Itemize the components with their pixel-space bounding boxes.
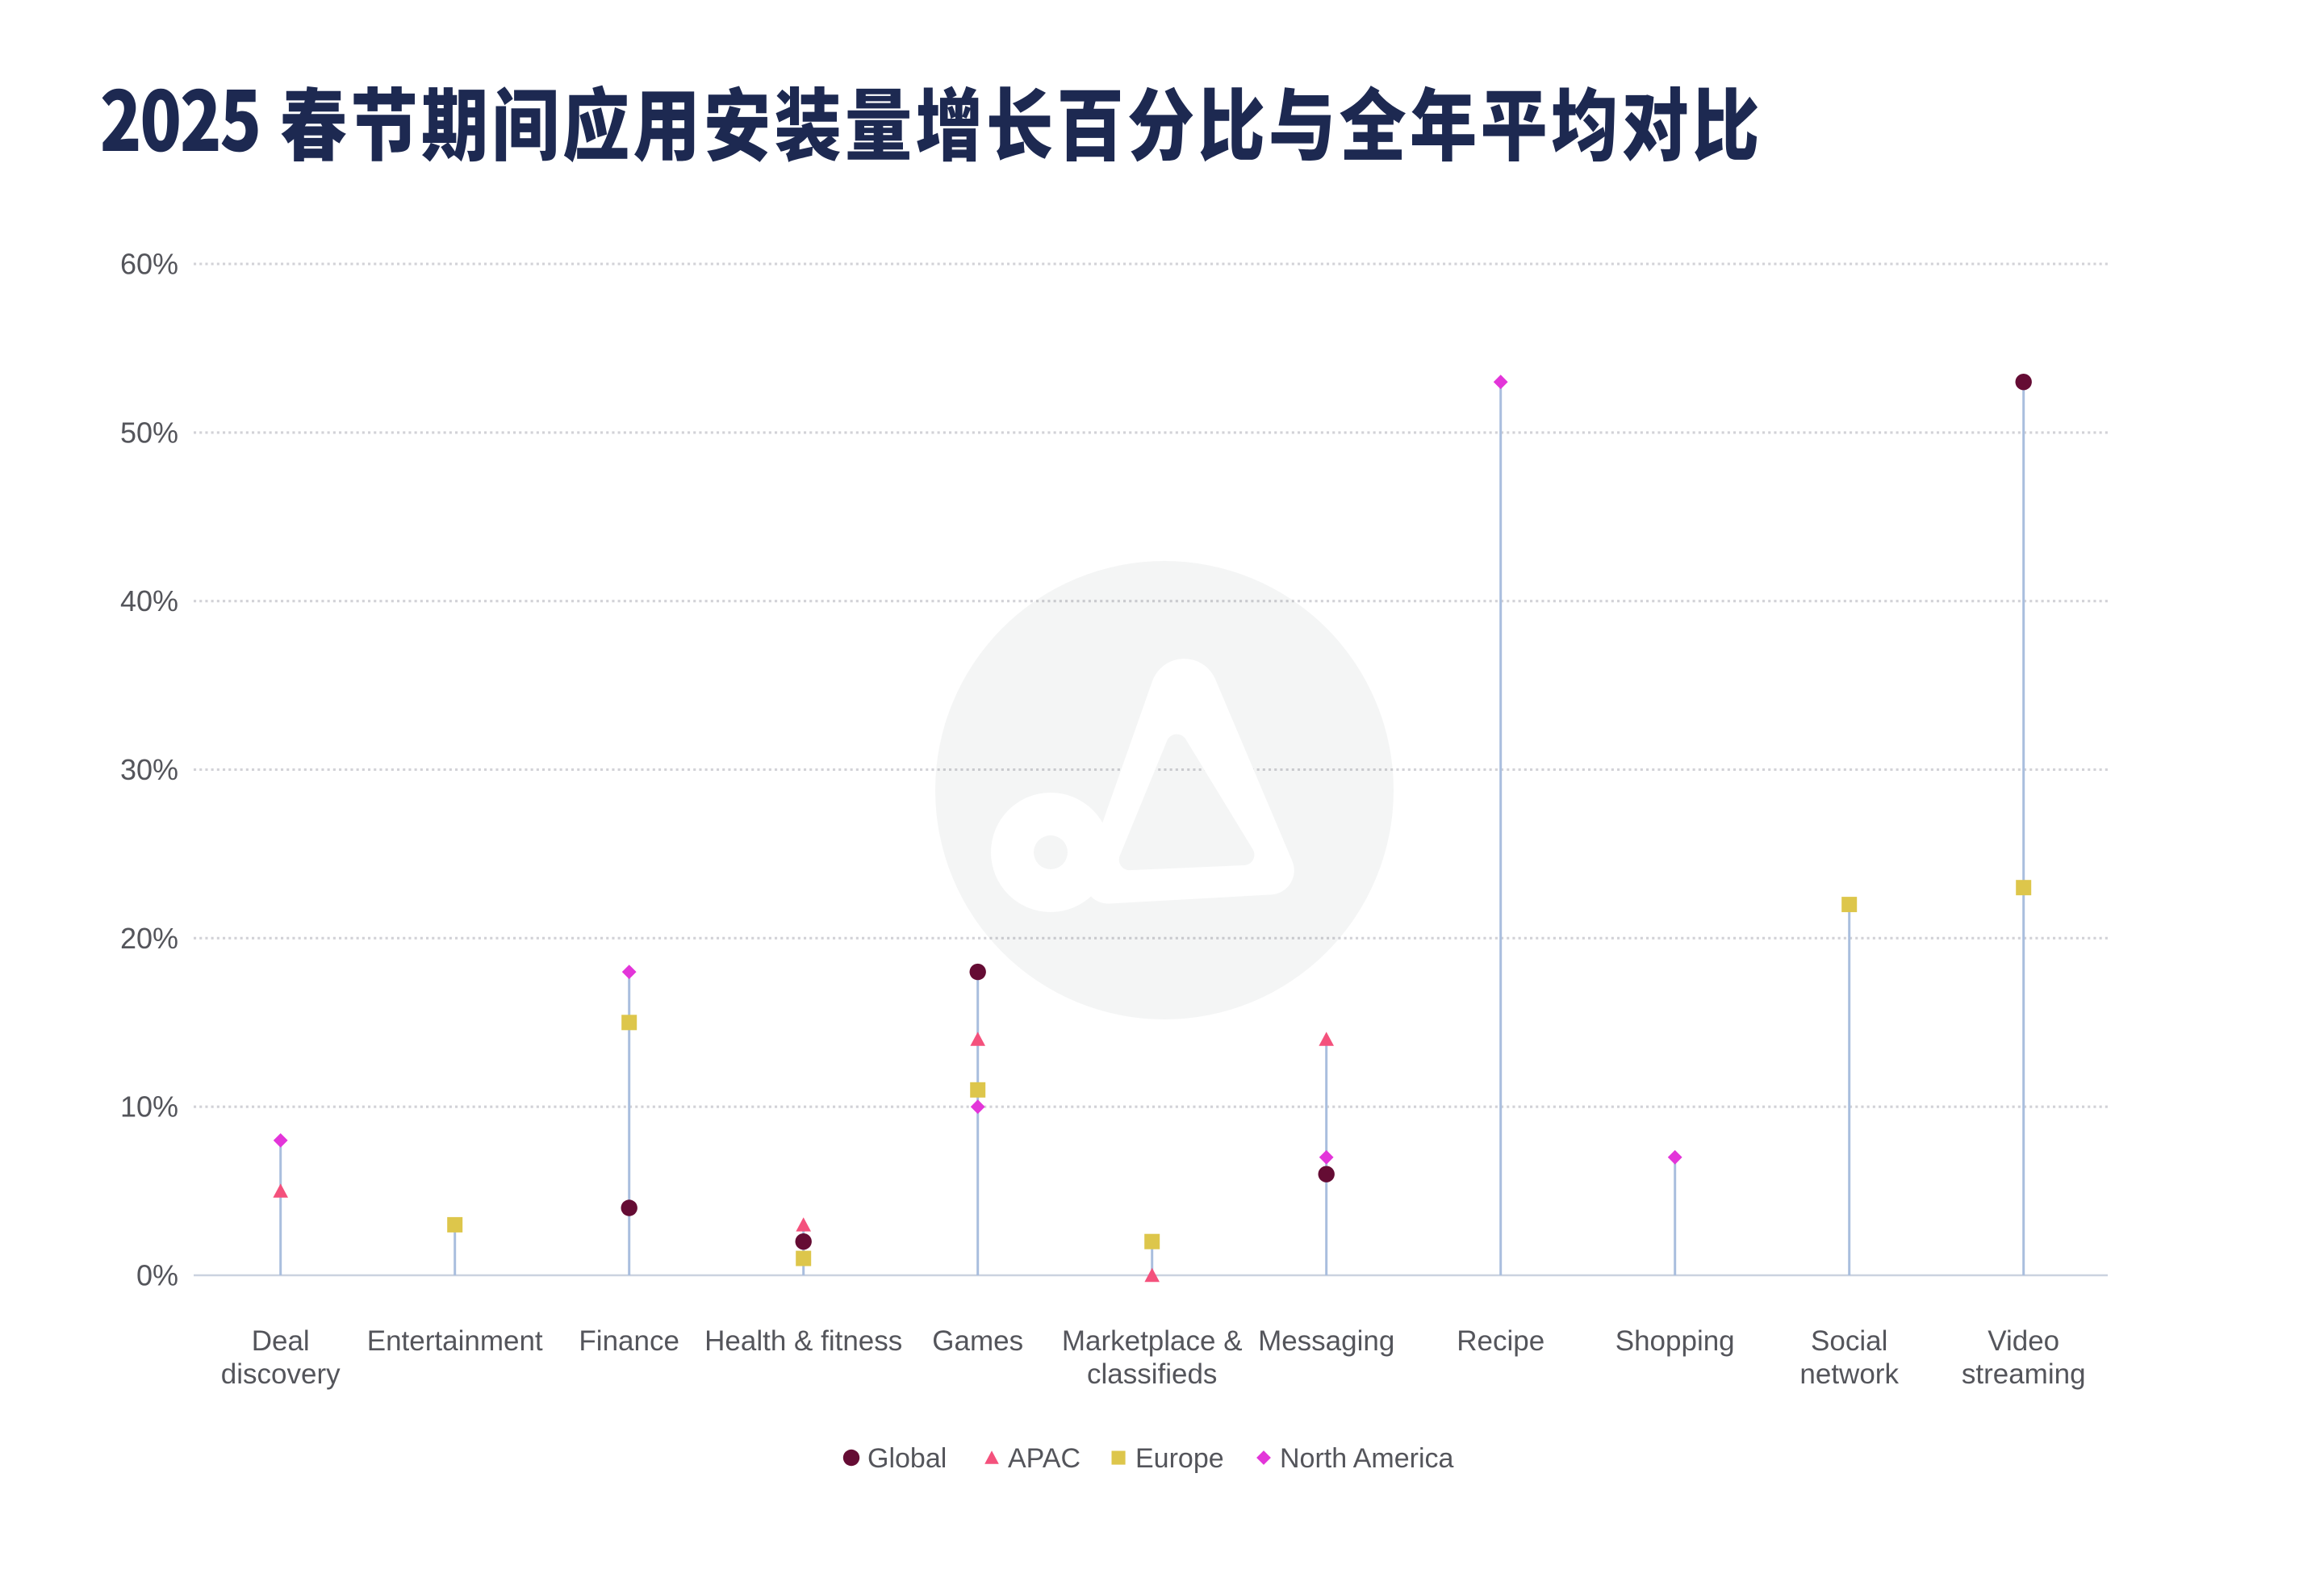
svg-text:50%: 50% (120, 416, 178, 449)
svg-text:network: network (1799, 1358, 1899, 1390)
svg-text:Shopping: Shopping (1616, 1325, 1735, 1357)
svg-text:30%: 30% (120, 753, 178, 786)
svg-text:discovery: discovery (221, 1358, 341, 1390)
svg-text:Video: Video (1988, 1325, 2059, 1357)
svg-text:North America: North America (1280, 1443, 1453, 1474)
svg-text:Global: Global (867, 1443, 947, 1474)
svg-text:streaming: streaming (1962, 1358, 2086, 1390)
svg-text:Games: Games (932, 1325, 1023, 1357)
svg-text:0%: 0% (136, 1259, 178, 1292)
svg-text:Health & fitness: Health & fitness (704, 1325, 902, 1357)
svg-text:Finance: Finance (579, 1325, 679, 1357)
svg-text:Deal: Deal (252, 1325, 310, 1357)
svg-text:Marketplace &: Marketplace & (1062, 1325, 1243, 1357)
svg-text:Messaging: Messaging (1258, 1325, 1394, 1357)
svg-text:60%: 60% (120, 248, 178, 281)
svg-text:40%: 40% (120, 584, 178, 617)
svg-text:10%: 10% (120, 1090, 178, 1124)
svg-text:classifieds: classifieds (1087, 1358, 1217, 1390)
svg-text:Entertainment: Entertainment (367, 1325, 543, 1357)
svg-text:APAC: APAC (1008, 1443, 1080, 1474)
svg-text:Recipe: Recipe (1457, 1325, 1544, 1357)
svg-text:20%: 20% (120, 922, 178, 955)
svg-text:Social: Social (1811, 1325, 1887, 1357)
svg-text:Europe: Europe (1135, 1443, 1224, 1474)
